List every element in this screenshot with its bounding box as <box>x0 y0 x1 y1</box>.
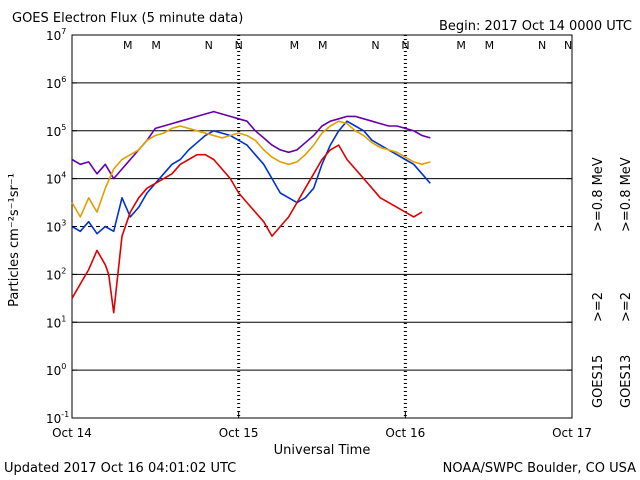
top-marker: M <box>318 39 328 52</box>
begin-label: Begin: 2017 Oct 14 0000 UTC <box>439 19 632 34</box>
legend-right: >=0.8 MeV >=2 GOES13 >=0.8 MeV >=2 GOES15 <box>591 157 634 408</box>
legend-item: GOES15 <box>591 355 606 408</box>
x-tick-label: Oct 17 <box>552 426 592 440</box>
y-tick-label: 100 <box>46 362 66 378</box>
legend-item: >=0.8 MeV <box>591 157 606 232</box>
y-tick-label: 10-1 <box>46 410 69 426</box>
top-marker: M <box>485 39 495 52</box>
chart-title: GOES Electron Flux (5 minute data) <box>12 11 243 26</box>
x-tick-label: Oct 14 <box>52 426 92 440</box>
top-marker: M <box>456 39 466 52</box>
y-tick-label: 103 <box>46 219 66 235</box>
series-line-goes15_2 <box>71 120 431 235</box>
y-axis-label: Particles cm⁻²s⁻¹sr⁻¹ <box>7 173 22 307</box>
gridlines <box>72 82 572 371</box>
top-marker: N <box>371 39 379 52</box>
x-tick-label: Oct 15 <box>219 426 259 440</box>
y-tick-label: 101 <box>46 314 66 330</box>
legend-item: >=2 <box>591 292 606 322</box>
top-marker: N <box>401 39 409 52</box>
x-axis-label: Universal Time <box>274 443 371 458</box>
x-tick-label: Oct 16 <box>385 426 425 440</box>
y-tick-label: 105 <box>46 123 66 139</box>
top-marker: M <box>290 39 300 52</box>
y-tick-label: 106 <box>46 75 66 91</box>
series-line-goes13_2 <box>71 144 423 314</box>
series-line-goes15_0-8 <box>71 110 431 180</box>
y-tick-label: 107 <box>46 27 66 43</box>
top-marker: N <box>564 39 572 52</box>
updated-label: Updated 2017 Oct 16 04:01:02 UTC <box>4 461 236 476</box>
legend-item: GOES13 <box>619 355 634 408</box>
y-axis-tick-labels: 10-1 100 101 102 103 104 105 106 107 <box>46 27 572 426</box>
top-marker: N <box>205 39 213 52</box>
credit-label: NOAA/SWPC Boulder, CO USA <box>443 461 636 476</box>
top-marker: N <box>235 39 243 52</box>
top-marker: N <box>538 39 546 52</box>
series-line-goes13_0-8 <box>71 120 431 218</box>
y-tick-label: 102 <box>46 266 66 282</box>
x-axis-tick-labels: Oct 14 Oct 15 Oct 16 Oct 17 <box>52 412 592 440</box>
legend-item: >=0.8 MeV <box>619 157 634 232</box>
legend-item: >=2 <box>619 292 634 322</box>
series-lines <box>71 110 431 314</box>
y-tick-label: 104 <box>46 171 66 187</box>
top-marker: M <box>151 39 161 52</box>
top-marker: M <box>123 39 133 52</box>
